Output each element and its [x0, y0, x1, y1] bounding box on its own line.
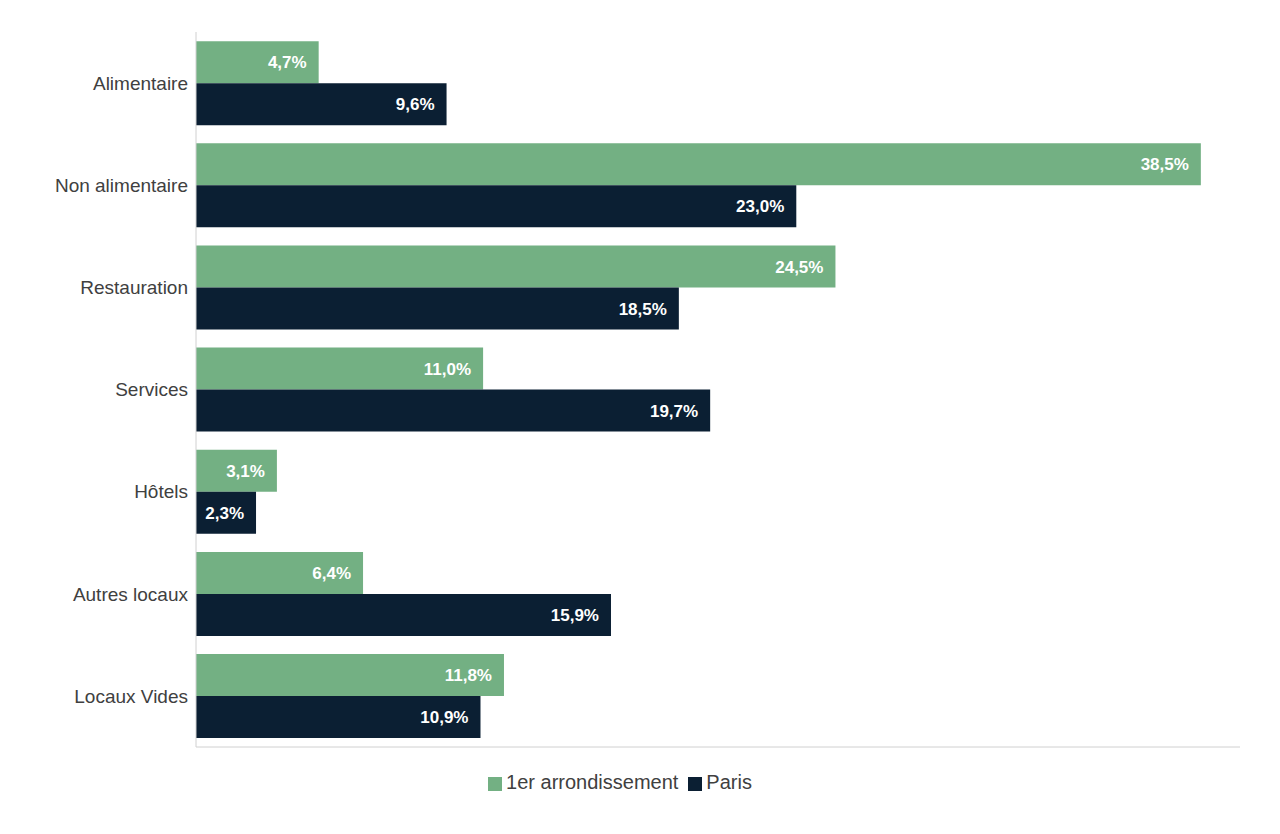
svg-text:Non alimentaire: Non alimentaire	[55, 175, 188, 196]
svg-text:24,5%: 24,5%	[775, 258, 823, 277]
svg-text:Locaux Vides: Locaux Vides	[74, 686, 188, 707]
svg-text:Hôtels: Hôtels	[134, 481, 188, 502]
svg-text:3,1%: 3,1%	[226, 462, 265, 481]
svg-text:23,0%: 23,0%	[736, 197, 784, 216]
svg-text:19,7%: 19,7%	[650, 402, 698, 421]
svg-text:11,8%: 11,8%	[445, 666, 492, 685]
svg-text:9,6%: 9,6%	[396, 95, 435, 114]
html-text:1er arrondissement: 1er arrondissement	[506, 771, 679, 793]
svg-text:2,3%: 2,3%	[205, 504, 244, 523]
svg-text:Restauration: Restauration	[80, 277, 188, 298]
svg-text:18,5%: 18,5%	[619, 300, 667, 319]
svg-text:6,4%: 6,4%	[312, 564, 351, 583]
svg-text:15,9%: 15,9%	[551, 606, 599, 625]
svg-text:Autres locaux: Autres locaux	[73, 584, 189, 605]
svg-text:38,5%: 38,5%	[1141, 155, 1189, 174]
svg-text:4,7%: 4,7%	[268, 53, 307, 72]
svg-text:10,9%: 10,9%	[420, 708, 468, 727]
svg-text:Services: Services	[115, 379, 188, 400]
svg-text:Alimentaire: Alimentaire	[93, 73, 188, 94]
html-text:Paris: Paris	[706, 771, 752, 793]
svg-text:11,0%: 11,0%	[424, 360, 471, 379]
